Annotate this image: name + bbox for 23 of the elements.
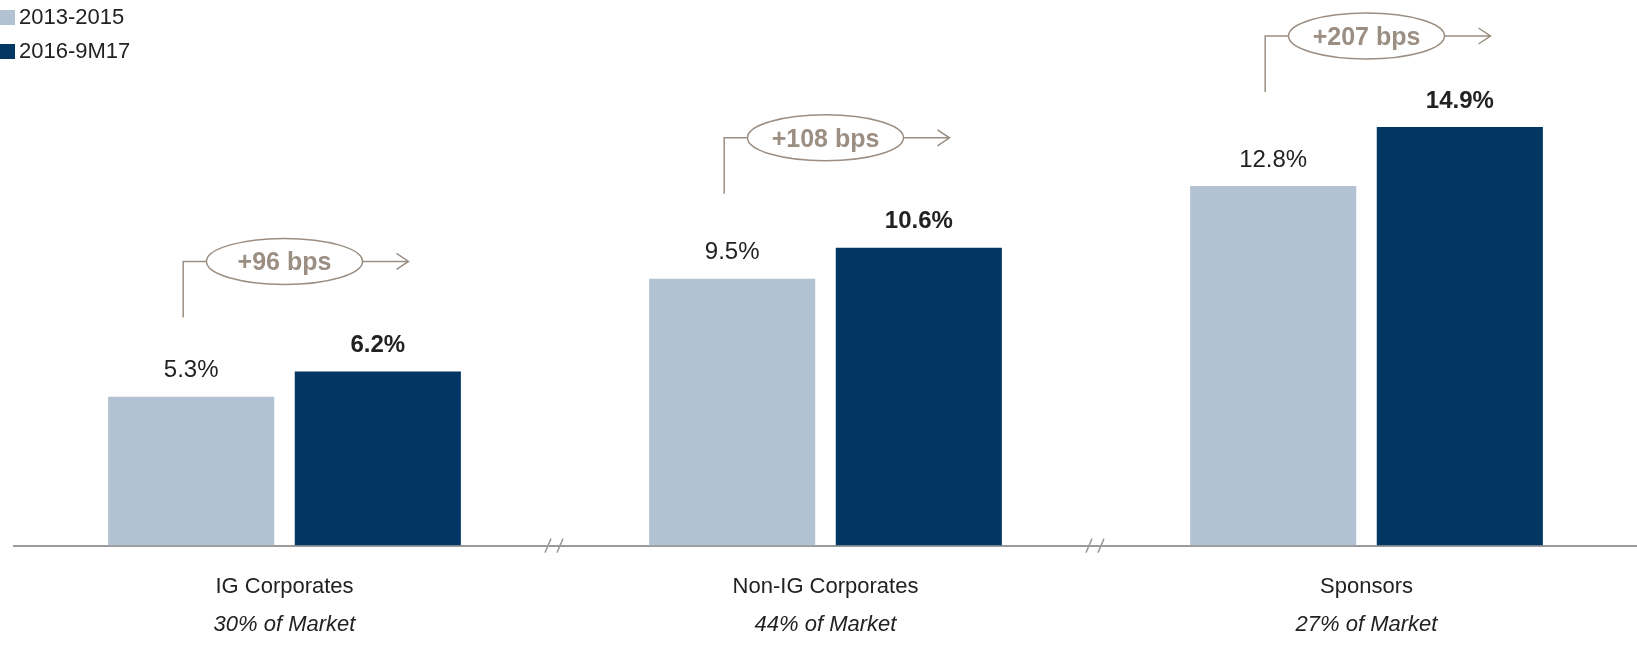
text: 30% of Market (213, 610, 357, 636)
data-label: 6.2% (350, 330, 406, 358)
text: 27% of Market (1294, 610, 1439, 636)
data-label: 9.5% (704, 237, 760, 265)
legend-label: 2013-2015 (18, 3, 126, 31)
bar (649, 278, 816, 546)
annotation: +96 bps (237, 247, 332, 276)
bar (108, 396, 275, 546)
bar (835, 247, 1002, 546)
text: +207 bps (1312, 22, 1421, 50)
legend-label: 2016-9M17 (18, 37, 131, 65)
x-tick-label: Non-IG Corporates (732, 572, 919, 598)
data-label: 12.8% (1239, 144, 1308, 172)
text: 44% of Market (754, 610, 898, 636)
data-label: 5.3% (163, 355, 219, 383)
data-label: 10.6% (884, 206, 953, 234)
bar (1376, 127, 1543, 546)
annotation: +108 bps (771, 123, 880, 152)
x-tick-label: Sponsors (1320, 572, 1413, 598)
bar (1190, 186, 1357, 546)
bar (294, 371, 461, 546)
data-label: 14.9% (1425, 85, 1494, 113)
x-tick-label: IG Corporates (215, 572, 354, 598)
